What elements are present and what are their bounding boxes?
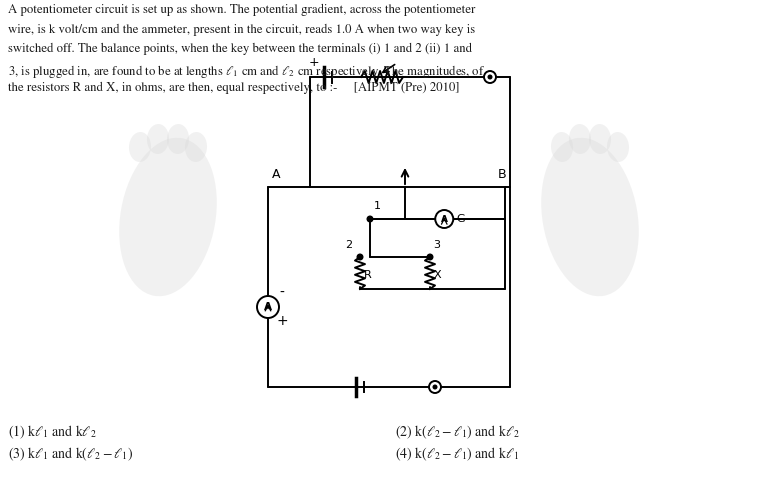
Circle shape xyxy=(488,75,492,79)
Circle shape xyxy=(435,210,453,228)
Text: wire, is k volt/cm and the ammeter, present in the circuit, reads 1.0 A when two: wire, is k volt/cm and the ammeter, pres… xyxy=(8,24,475,36)
Text: X: X xyxy=(434,270,441,280)
Ellipse shape xyxy=(589,124,611,154)
Circle shape xyxy=(433,385,437,389)
Ellipse shape xyxy=(551,132,573,162)
Text: switched off. The balance points, when the key between the terminals (i) 1 and 2: switched off. The balance points, when t… xyxy=(8,43,472,55)
Text: B: B xyxy=(498,168,506,181)
Text: 3, is plugged in, are found to be at lengths $\ell_1$ cm and $\ell_2$ cm respect: 3, is plugged in, are found to be at len… xyxy=(8,62,485,80)
Ellipse shape xyxy=(541,138,639,296)
Text: (4) k($\ell_2 - \ell_1$) and k$\ell_1$: (4) k($\ell_2 - \ell_1$) and k$\ell_1$ xyxy=(395,446,519,463)
Text: +: + xyxy=(308,56,319,69)
Text: the resistors R and X, in ohms, are then, equal respectively, to :-     [AIPMT (: the resistors R and X, in ohms, are then… xyxy=(8,82,460,94)
Text: R: R xyxy=(364,270,371,280)
Circle shape xyxy=(428,254,433,260)
Text: A: A xyxy=(272,168,281,181)
Circle shape xyxy=(429,381,441,393)
Ellipse shape xyxy=(607,132,629,162)
Circle shape xyxy=(357,254,363,260)
Text: +: + xyxy=(276,314,288,328)
Text: A: A xyxy=(264,302,272,312)
Text: (3) k$\ell_1$ and k($\ell_2 - \ell_1$): (3) k$\ell_1$ and k($\ell_2 - \ell_1$) xyxy=(8,446,133,463)
Circle shape xyxy=(484,71,496,83)
Text: A potentiometer circuit is set up as shown. The potential gradient, across the p: A potentiometer circuit is set up as sho… xyxy=(8,4,475,16)
Text: 2: 2 xyxy=(345,240,352,250)
Text: -: - xyxy=(280,286,285,300)
Ellipse shape xyxy=(569,124,591,154)
Ellipse shape xyxy=(185,132,207,162)
Circle shape xyxy=(368,216,373,222)
Ellipse shape xyxy=(129,132,151,162)
Ellipse shape xyxy=(147,124,169,154)
Ellipse shape xyxy=(167,124,189,154)
Text: (1) k$\ell_1$ and k$\ell_2$: (1) k$\ell_1$ and k$\ell_2$ xyxy=(8,424,97,441)
Text: (2) k($\ell_2 - \ell_1$) and k$\ell_2$: (2) k($\ell_2 - \ell_1$) and k$\ell_2$ xyxy=(395,424,520,441)
Text: G: G xyxy=(456,214,465,224)
Text: 3: 3 xyxy=(433,240,440,250)
Circle shape xyxy=(257,296,279,318)
Text: 1: 1 xyxy=(374,201,381,211)
Ellipse shape xyxy=(119,138,217,296)
Text: A: A xyxy=(441,215,448,223)
